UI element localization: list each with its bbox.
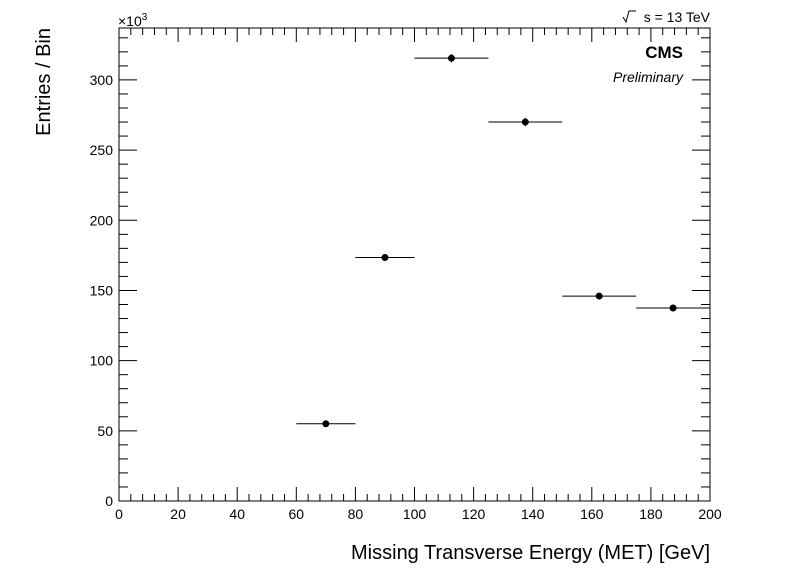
x-tick-label: 20 <box>170 506 186 522</box>
y-multiplier-exponent: 3 <box>142 12 148 23</box>
data-marker <box>322 420 330 428</box>
y-tick-label: 150 <box>90 282 114 298</box>
y-axis-title: Entries / Bin <box>33 28 55 136</box>
data-marker <box>447 54 455 62</box>
x-tick-label: 100 <box>403 506 427 522</box>
y-tick-label: 300 <box>90 72 114 88</box>
x-tick-label: 120 <box>462 506 486 522</box>
data-point <box>296 420 356 428</box>
data-marker <box>521 118 529 126</box>
y-tick-labels: 0 50 100 150 200 250 300 <box>90 72 114 509</box>
x-axis-title: Missing Transverse Energy (MET) [GeV] <box>351 542 710 564</box>
x-tick-label: 80 <box>348 506 364 522</box>
data-point <box>414 53 489 63</box>
x-tick-label: 40 <box>229 506 245 522</box>
data-points <box>296 53 710 428</box>
x-tick-label: 180 <box>639 506 663 522</box>
cms-label: CMS <box>645 43 683 62</box>
data-point <box>355 253 415 261</box>
plot-frame <box>118 27 711 502</box>
data-point <box>562 292 637 300</box>
data-point <box>488 117 563 127</box>
y-tick-label: 50 <box>97 423 113 439</box>
preliminary-label: Preliminary <box>613 69 684 85</box>
data-marker <box>595 292 603 300</box>
x-tick-label: 160 <box>580 506 604 522</box>
data-point <box>636 304 710 312</box>
svg-text:s = 13 TeV: s = 13 TeV <box>644 9 711 25</box>
x-tick-label: 60 <box>289 506 305 522</box>
data-marker <box>381 253 389 261</box>
x-tick-labels: 0 20 40 60 80 100 120 140 160 180 200 <box>115 506 722 522</box>
y-tick-label: 200 <box>90 212 114 228</box>
energy-label: s = 13 TeV <box>622 9 711 25</box>
y-multiplier-label: ×103 <box>118 12 148 29</box>
sqrt-sign-icon <box>622 10 636 24</box>
x-tick-label: 140 <box>521 506 545 522</box>
x-tick-label: 0 <box>115 506 123 522</box>
data-marker <box>669 304 677 312</box>
y-tick-label: 250 <box>90 142 114 158</box>
y-tick-label: 0 <box>105 493 113 509</box>
x-tick-label: 200 <box>698 506 722 522</box>
y-tick-label: 100 <box>90 353 114 369</box>
axis-ticks <box>118 28 711 502</box>
